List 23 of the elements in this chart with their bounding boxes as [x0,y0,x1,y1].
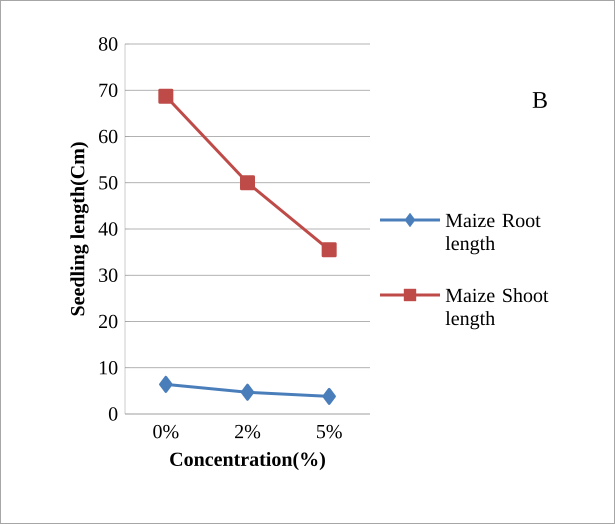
x-tick-label: 2% [235,424,260,438]
y-tick-label: 50 [99,176,118,190]
x-axis-title: Concentration(%) [170,452,325,470]
y-tick-label: 60 [99,130,118,144]
legend-label: Maize Root length [446,214,541,254]
x-tick-label: 0% [153,424,178,438]
point [159,376,173,393]
y-tick-label: 20 [99,314,118,328]
point [240,384,254,401]
y-tick-label: 0 [108,407,118,421]
point [322,242,337,258]
point [322,388,336,405]
x-tick-label: 5% [317,424,342,438]
y-tick-label: 30 [99,268,118,282]
y-tick-label: 40 [98,222,118,236]
point [158,88,174,104]
point [240,175,256,190]
legend-label: Maize Shoot length [446,288,548,330]
text: B [532,92,547,108]
y-tick-label: 80 [98,37,118,51]
y-tick-label: 70 [99,84,118,97]
y-axis-title: Seedling length(Cm) [70,142,89,316]
y-tick-label: 10 [100,360,118,374]
